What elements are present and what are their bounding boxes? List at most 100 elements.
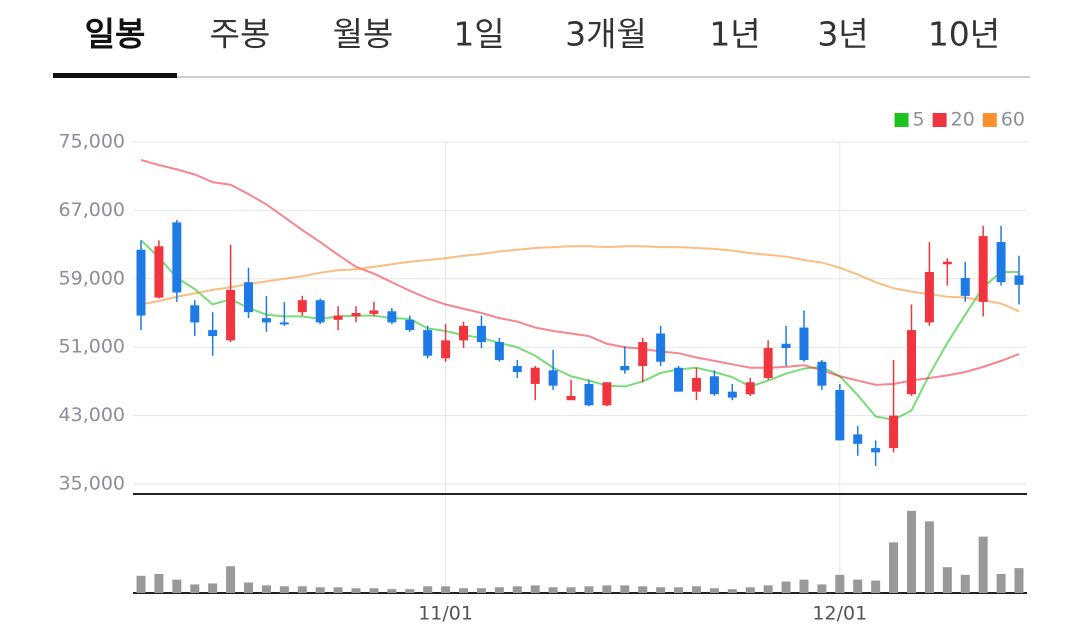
volume-bar bbox=[566, 587, 576, 593]
volume-bar bbox=[476, 588, 486, 593]
candle-body bbox=[172, 222, 182, 293]
candle-body bbox=[656, 333, 666, 362]
candle-body bbox=[978, 236, 988, 302]
moving-average-line bbox=[140, 239, 1019, 421]
candle-body bbox=[960, 277, 970, 296]
volume-bar bbox=[261, 585, 271, 593]
x-tick-label: 11/01 bbox=[418, 603, 473, 625]
candle-body bbox=[871, 448, 881, 453]
legend-swatch bbox=[982, 113, 997, 127]
legend-swatch bbox=[894, 113, 909, 127]
volume-bar bbox=[942, 567, 952, 593]
volume-bar bbox=[423, 586, 433, 593]
candle-body bbox=[476, 325, 486, 343]
volume-bar bbox=[906, 510, 916, 593]
candle-body bbox=[333, 315, 343, 320]
candle-body bbox=[709, 376, 719, 395]
candle-body bbox=[620, 366, 630, 371]
volume-bar bbox=[387, 589, 397, 593]
volume-bar bbox=[727, 589, 737, 593]
x-tick-label: 12/01 bbox=[812, 603, 867, 625]
tab[interactable]: 일봉 bbox=[85, 15, 146, 54]
candle-body bbox=[279, 322, 289, 325]
volume-bar bbox=[584, 586, 594, 593]
volume-bar bbox=[638, 586, 648, 593]
candle-body bbox=[638, 342, 648, 367]
volume-bar bbox=[763, 585, 773, 593]
volume-bar bbox=[530, 585, 540, 593]
moving-average-line bbox=[140, 158, 1020, 386]
volume-bar bbox=[279, 586, 289, 593]
candle-body bbox=[530, 367, 540, 384]
candle-body bbox=[584, 383, 594, 406]
volume-bar bbox=[745, 587, 755, 593]
candle-body bbox=[494, 342, 504, 361]
candle-body bbox=[602, 382, 612, 406]
candle-body bbox=[441, 340, 451, 359]
volume-bar bbox=[512, 586, 522, 593]
candle-body bbox=[763, 348, 773, 378]
volume-bar bbox=[208, 583, 218, 593]
volume-bar bbox=[154, 573, 164, 593]
candle-body bbox=[154, 246, 164, 298]
volume-bar bbox=[978, 536, 988, 593]
legend-label: 20 bbox=[951, 109, 975, 131]
candle-body bbox=[208, 330, 218, 337]
volume-bar bbox=[548, 587, 558, 593]
tab[interactable]: 1년 bbox=[709, 15, 760, 54]
volume-bar bbox=[297, 586, 307, 593]
volume-bar bbox=[960, 574, 970, 593]
candle-body bbox=[745, 382, 755, 395]
candle-body bbox=[351, 313, 361, 317]
y-tick-label: 59,000 bbox=[59, 267, 125, 289]
candle-body bbox=[459, 325, 469, 341]
volume-bar bbox=[226, 566, 236, 593]
volume-bar bbox=[889, 542, 899, 593]
volume-bar bbox=[835, 574, 845, 593]
tab[interactable]: 주봉 bbox=[210, 15, 271, 54]
candle-body bbox=[244, 282, 254, 313]
tab[interactable]: 3년 bbox=[817, 15, 868, 54]
tab[interactable]: 10년 bbox=[928, 15, 1000, 54]
legend-label: 60 bbox=[1001, 109, 1025, 131]
volume-bar bbox=[190, 584, 200, 593]
candle-body bbox=[512, 366, 522, 372]
volume-bar bbox=[369, 588, 379, 593]
candle-body bbox=[691, 377, 701, 392]
legend-swatch bbox=[932, 113, 947, 127]
candle-body bbox=[1014, 275, 1024, 285]
candle-body bbox=[136, 249, 146, 316]
tab[interactable]: 3개월 bbox=[565, 15, 647, 54]
candle-body bbox=[781, 343, 791, 349]
candle-body bbox=[906, 330, 916, 395]
volume-bar bbox=[656, 587, 666, 593]
candle-body bbox=[942, 261, 952, 265]
volume-bar bbox=[244, 582, 254, 593]
volume-bar bbox=[620, 585, 630, 593]
y-tick-label: 35,000 bbox=[59, 473, 125, 495]
volume-bar bbox=[136, 575, 146, 593]
volume-bar bbox=[853, 579, 863, 593]
candle-body bbox=[315, 300, 325, 323]
moving-average-line bbox=[140, 245, 1020, 313]
candle-body bbox=[853, 434, 863, 444]
candle-body bbox=[297, 300, 307, 313]
volume-bar bbox=[799, 579, 809, 593]
volume-bar bbox=[691, 586, 701, 593]
candle-body bbox=[924, 271, 934, 323]
candle-body bbox=[835, 389, 845, 441]
volume-bar bbox=[996, 573, 1006, 593]
tab[interactable]: 1일 bbox=[453, 15, 504, 54]
candle-body bbox=[405, 319, 415, 331]
volume-bar bbox=[333, 587, 343, 593]
volume-bar bbox=[1014, 568, 1024, 593]
candle-body bbox=[190, 305, 200, 323]
candle-body bbox=[727, 391, 737, 398]
y-tick-label: 67,000 bbox=[59, 199, 125, 221]
volume-bar bbox=[315, 587, 325, 593]
tab[interactable]: 월봉 bbox=[333, 15, 394, 54]
volume-bar bbox=[781, 581, 791, 593]
volume-bar bbox=[709, 588, 719, 593]
y-tick-label: 43,000 bbox=[59, 404, 125, 426]
